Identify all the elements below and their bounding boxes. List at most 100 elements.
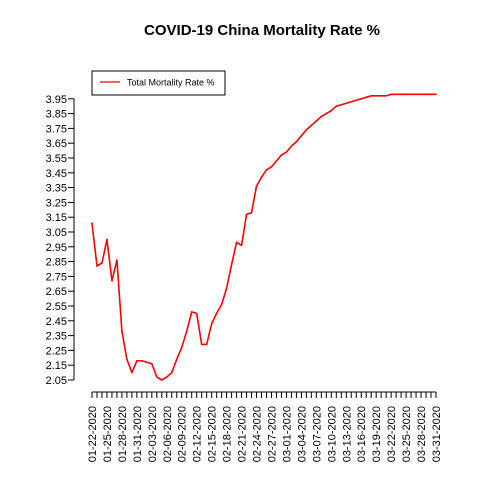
data-point — [385, 95, 387, 97]
x-tick-label: 03-28-2020 — [416, 406, 428, 462]
x-tick-label: 03-19-2020 — [371, 406, 383, 462]
x-tick-label: 01-25-2020 — [102, 406, 114, 462]
data-point — [390, 93, 392, 96]
y-tick-label: 2.95 — [46, 242, 67, 254]
data-point — [225, 287, 228, 290]
legend-box — [91, 70, 226, 96]
data-point — [151, 362, 153, 365]
x-tick-label: 02-24-2020 — [252, 406, 264, 462]
y-tick-label: 2.15 — [46, 360, 67, 372]
y-tick-label: 3.95 — [46, 94, 67, 106]
data-point — [215, 312, 218, 315]
data-point — [300, 135, 303, 137]
x-tick-label: 03-31-2020 — [431, 406, 443, 462]
data-point — [96, 265, 98, 267]
y-tick-label: 2.85 — [46, 257, 67, 269]
data-point — [395, 93, 397, 96]
data-point — [330, 109, 333, 112]
data-point — [106, 238, 108, 241]
y-tick-label: 3.45 — [46, 168, 67, 180]
data-point — [205, 343, 208, 346]
data-point — [260, 176, 263, 179]
plot-lines — [91, 93, 437, 381]
data-point — [220, 303, 223, 306]
data-point — [430, 93, 432, 96]
y-tick-label: 3.65 — [46, 138, 67, 150]
data-point — [295, 140, 298, 143]
data-point — [320, 115, 323, 118]
data-point — [270, 166, 273, 168]
data-point — [305, 129, 308, 131]
x-tick-label: 03-04-2020 — [296, 406, 308, 462]
x-tick-label: 02-03-2020 — [147, 406, 159, 462]
y-tick-label: 3.85 — [46, 109, 67, 121]
data-point — [400, 93, 402, 96]
data-point — [345, 102, 348, 105]
data-point — [121, 330, 123, 332]
data-point — [101, 262, 103, 264]
legend: Total Mortality Rate % — [91, 70, 226, 96]
y-tick-label: 2.65 — [46, 286, 67, 298]
data-point — [200, 343, 203, 346]
data-point — [141, 359, 143, 362]
data-point — [365, 96, 368, 99]
data-point — [350, 100, 353, 103]
data-point — [190, 311, 193, 313]
x-tick-label: 03-10-2020 — [326, 406, 338, 462]
data-point — [410, 93, 412, 96]
data-point — [360, 98, 363, 100]
data-point — [250, 211, 253, 214]
data-point — [131, 371, 133, 374]
x-tick-label: 01-31-2020 — [132, 406, 144, 462]
data-point — [265, 169, 268, 171]
y-tick-label: 2.45 — [46, 316, 67, 328]
data-point — [280, 154, 283, 156]
data-point — [405, 93, 407, 96]
x-tick-label: 02-09-2020 — [177, 406, 189, 462]
data-point — [340, 103, 343, 106]
data-point — [175, 358, 178, 361]
y-tick-label: 3.05 — [46, 227, 67, 239]
y-tick-label: 2.75 — [46, 271, 67, 283]
x-tick-label: 02-18-2020 — [222, 406, 234, 462]
data-point — [116, 259, 118, 261]
data-point — [146, 361, 148, 364]
data-point — [235, 241, 238, 244]
series-line-total-mortality-rate — [91, 93, 436, 381]
data-point — [195, 312, 198, 315]
x-tick-label: 03-16-2020 — [356, 406, 368, 462]
y-tick-label: 3.25 — [46, 197, 67, 209]
data-point — [355, 99, 358, 102]
data-point — [185, 330, 188, 332]
y-tick-label: 2.55 — [46, 301, 67, 313]
y-tick-label: 3.55 — [46, 153, 67, 165]
data-point — [210, 322, 213, 325]
data-point — [156, 376, 158, 378]
y-tick-label: 2.35 — [46, 331, 67, 343]
data-point — [420, 93, 422, 96]
data-point — [180, 346, 183, 349]
data-point — [425, 93, 427, 96]
data-point — [91, 222, 93, 224]
data-point — [275, 160, 278, 162]
data-point — [111, 280, 113, 282]
data-point — [230, 263, 233, 266]
data-point — [335, 105, 338, 107]
data-point — [325, 112, 328, 115]
y-tick-label: 3.15 — [46, 212, 67, 224]
data-point — [290, 145, 293, 147]
data-point — [375, 95, 377, 97]
y-tick-label: 3.35 — [46, 183, 67, 195]
y-tick-label: 2.05 — [46, 375, 67, 387]
x-tick-label: 02-15-2020 — [207, 406, 219, 462]
x-tick-label: 01-22-2020 — [87, 406, 99, 462]
y-tick-label: 2.25 — [46, 345, 67, 357]
y-axis: 2.05 2.15 2.25 2.35 2.45 2.55 2.65 2.75 2.85 2.95… — [46, 94, 75, 387]
data-point — [285, 151, 288, 153]
x-tick-label: 02-12-2020 — [192, 406, 204, 462]
x-tick-label: 03-01-2020 — [281, 406, 293, 462]
data-point — [160, 379, 163, 381]
x-axis: 01-22-2020 01-25-2020 01-28-2020 01-31-2020… — [87, 391, 443, 462]
legend-label: Total Mortality Rate % — [127, 78, 215, 88]
